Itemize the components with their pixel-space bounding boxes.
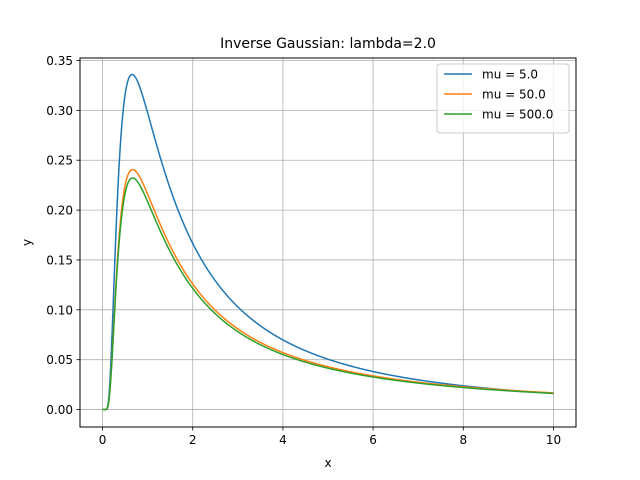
grid (80, 58, 576, 427)
x-tick-label: 4 (279, 433, 287, 447)
x-tick-label: 10 (546, 433, 561, 447)
legend-label-1: mu = 50.0 (482, 88, 546, 102)
x-tick-label: 2 (189, 433, 197, 447)
y-tick-label: 0.00 (46, 403, 73, 417)
x-tick-label: 6 (369, 433, 377, 447)
y-tick-label: 0.25 (46, 154, 73, 168)
x-axis-label: x (324, 456, 331, 470)
y-tick-label: 0.35 (46, 54, 73, 68)
x-axis-ticks: 0 2 4 6 8 10 (99, 427, 561, 447)
legend-box (436, 63, 570, 134)
plot-frame (79, 57, 577, 428)
y-tick-label: 0.30 (46, 104, 73, 118)
legend-label-0: mu = 5.0 (482, 68, 538, 82)
y-tick-label: 0.10 (46, 303, 73, 317)
x-tick-label: 0 (99, 433, 107, 447)
chart-title: Inverse Gaussian: lambda=2.0 (220, 36, 436, 52)
legend-label-2: mu = 500.0 (482, 108, 553, 122)
y-axis-ticks: 0.00 0.05 0.10 0.15 0.20 0.25 0.30 0.35 (46, 54, 80, 417)
y-axis-label: y (20, 239, 34, 246)
series-lines (102, 73, 554, 411)
legend: mu = 5.0 mu = 50.0 mu = 500.0 (436, 63, 570, 134)
series-line-2 (102, 177, 554, 411)
y-tick-label: 0.05 (46, 353, 73, 367)
x-tick-label: 8 (459, 433, 467, 447)
y-tick-label: 0.15 (46, 253, 73, 267)
y-tick-label: 0.20 (46, 204, 73, 218)
